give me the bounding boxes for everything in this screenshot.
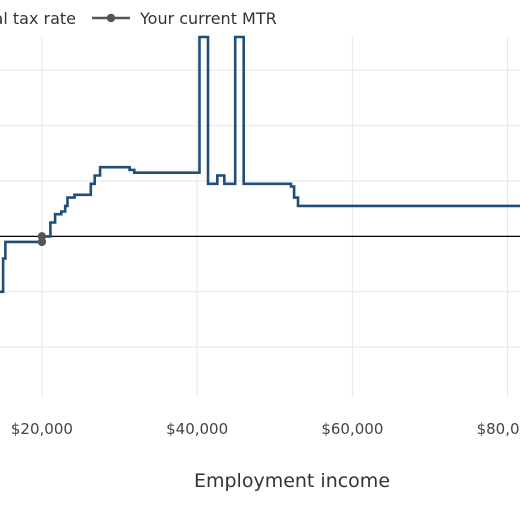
x-axis-title: Employment income xyxy=(194,470,390,492)
x-tick-label-3: $80,000 xyxy=(477,420,520,438)
legend-marker-current-mtr xyxy=(106,13,116,23)
x-tick-label-1: $40,000 xyxy=(166,420,228,438)
legend-label-marginal-tax-rate: Marginal tax rate xyxy=(0,9,76,28)
legend: Marginal tax rate Your current MTR xyxy=(0,9,277,28)
grid-lines xyxy=(0,37,520,397)
current-mtr-point-1 xyxy=(37,237,47,247)
legend-label-current-mtr: Your current MTR xyxy=(139,9,277,28)
series-line-marginal-tax-rate xyxy=(0,35,520,294)
x-tick-label-0: $20,000 xyxy=(11,420,73,438)
x-tick-label-2: $60,000 xyxy=(321,420,383,438)
x-axis-ticks: $20,000 $40,000 $60,000 $80,000 xyxy=(11,420,520,438)
series-group xyxy=(0,35,520,294)
